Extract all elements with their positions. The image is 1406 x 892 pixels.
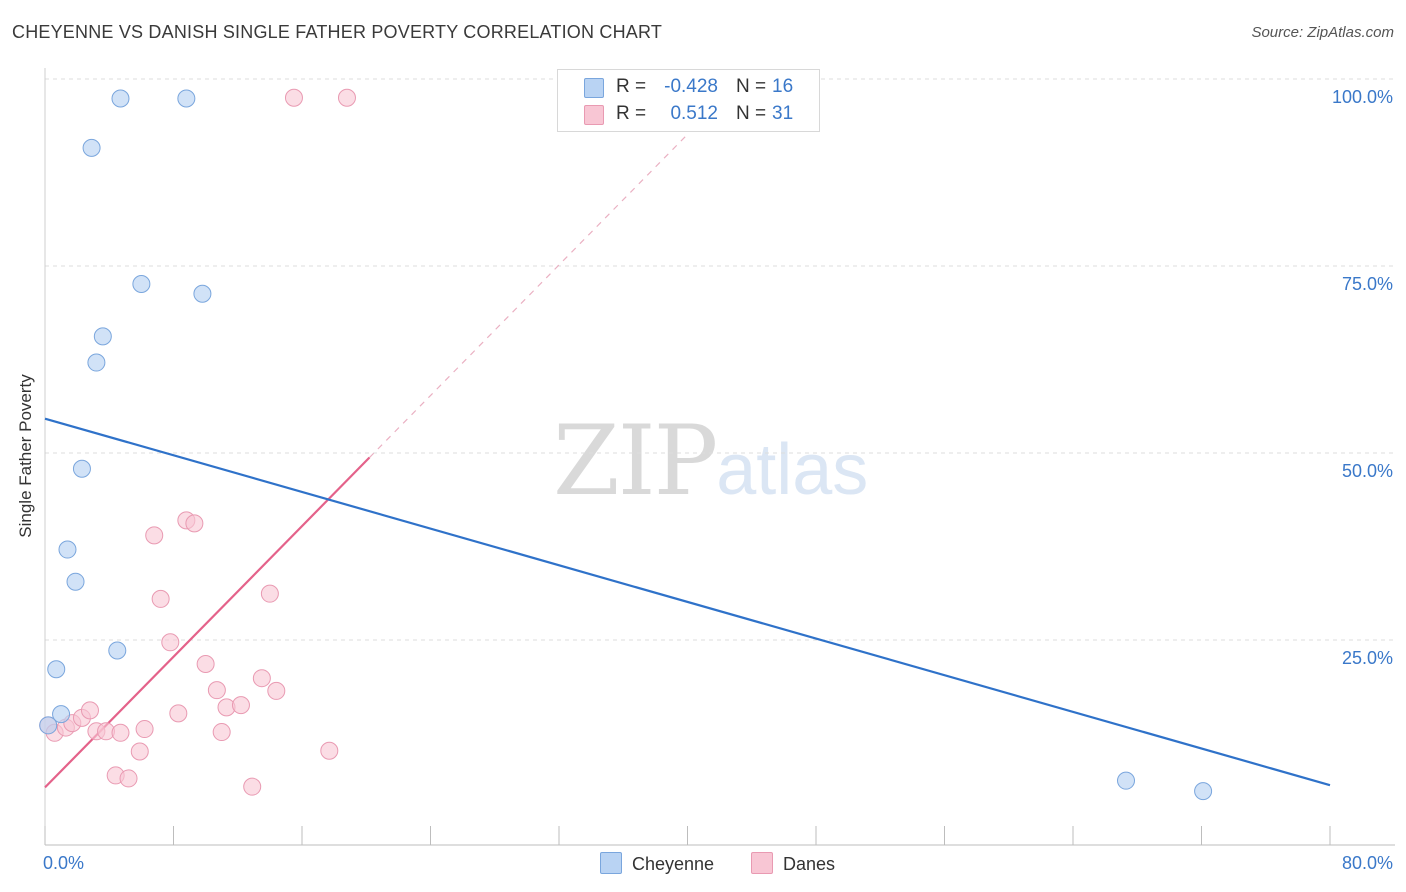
cheyenne-point xyxy=(1117,771,1136,790)
n-value: 31 xyxy=(772,103,794,124)
y-tick-label: 100.0% xyxy=(1332,87,1393,107)
danes-point xyxy=(151,589,170,608)
danes-point xyxy=(260,584,279,603)
danes-point xyxy=(267,681,286,700)
danes-point xyxy=(196,654,215,673)
n-value: 16 xyxy=(772,76,794,97)
cheyenne-point xyxy=(108,641,127,660)
danes-point xyxy=(284,88,303,107)
danes-point xyxy=(212,723,231,742)
cheyenne-legend-swatch xyxy=(600,852,622,874)
chart-title: CHEYENNE VS DANISH SINGLE FATHER POVERTY… xyxy=(12,22,663,42)
y-tick-label: 75.0% xyxy=(1342,274,1393,294)
danes-point xyxy=(169,704,188,723)
watermark: ZIPatlas xyxy=(553,405,868,517)
r-label: R = xyxy=(616,103,647,124)
cheyenne-point xyxy=(193,284,212,303)
danes-point xyxy=(161,633,180,652)
cheyenne-point xyxy=(66,572,85,591)
r-value: -0.428 xyxy=(664,76,718,97)
cheyenne-point xyxy=(72,459,91,478)
x-tick-label-min: 0.0% xyxy=(43,853,84,873)
danes-point xyxy=(320,741,339,760)
n-label: N = xyxy=(736,103,767,124)
danes-trend-extension xyxy=(369,133,688,458)
r-label: R = xyxy=(616,76,647,97)
danes-point xyxy=(337,88,356,107)
cheyenne-point xyxy=(39,716,58,735)
danes-legend-label: Danes xyxy=(783,854,836,874)
stats-legend: R = -0.428 N = 16 R = 0.512 N = 31 xyxy=(557,69,820,132)
cheyenne-swatch xyxy=(584,78,604,98)
cheyenne-point xyxy=(111,89,130,108)
danes-point xyxy=(80,701,99,720)
danes-point xyxy=(145,526,164,545)
cheyenne-legend-label: Cheyenne xyxy=(632,854,715,874)
danes-point xyxy=(119,769,138,788)
danes-point xyxy=(243,777,262,796)
cheyenne-point xyxy=(47,660,66,679)
bottom-legend-danes: Danes xyxy=(751,852,835,875)
bottom-legend-cheyenne: Cheyenne xyxy=(600,852,714,875)
source-label: Source: ZipAtlas.com xyxy=(1251,24,1394,41)
x-tick-label-max: 80.0% xyxy=(1342,853,1393,873)
cheyenne-point xyxy=(52,705,71,724)
cheyenne-trend-line xyxy=(44,417,1331,787)
danes-point xyxy=(130,742,149,761)
cheyenne-point xyxy=(93,327,112,346)
danes-point xyxy=(111,723,130,742)
danes-legend-swatch xyxy=(751,852,773,874)
watermark-atlas: atlas xyxy=(716,430,869,510)
danes-point xyxy=(207,681,226,700)
danes-point xyxy=(252,669,271,688)
y-tick-label: 25.0% xyxy=(1342,648,1393,668)
n-label: N = xyxy=(736,76,767,97)
cheyenne-point xyxy=(58,540,77,559)
danes-point xyxy=(231,696,250,715)
y-axis-label: Single Father Poverty xyxy=(16,374,35,538)
danes-point xyxy=(185,514,204,533)
watermark-zip: ZIP xyxy=(553,405,718,517)
cheyenne-point xyxy=(1194,782,1213,801)
r-value: 0.512 xyxy=(670,103,718,124)
cheyenne-point xyxy=(82,138,101,157)
danes-point xyxy=(135,720,154,739)
cheyenne-point xyxy=(87,353,106,372)
cheyenne-point xyxy=(132,275,151,293)
cheyenne-point xyxy=(177,89,196,108)
danes-swatch xyxy=(584,105,604,125)
y-tick-label: 50.0% xyxy=(1342,461,1393,481)
